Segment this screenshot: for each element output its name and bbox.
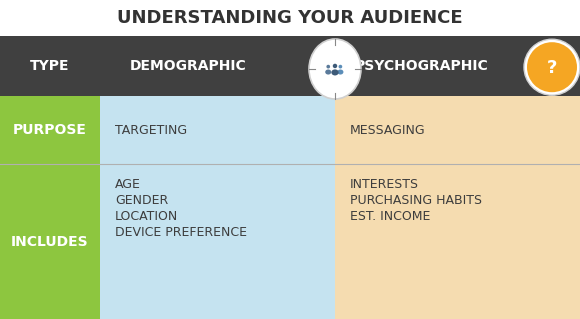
Text: DEVICE PREFERENCE: DEVICE PREFERENCE [115, 226, 247, 239]
Ellipse shape [309, 39, 361, 99]
Bar [0, 164, 100, 319]
Text: GENDER: GENDER [115, 194, 168, 206]
Text: TARGETING: TARGETING [115, 123, 187, 137]
Text: PURCHASING HABITS: PURCHASING HABITS [350, 194, 482, 206]
Bar [0, 36, 580, 96]
Text: UNDERSTANDING YOUR AUDIENCE: UNDERSTANDING YOUR AUDIENCE [117, 9, 463, 27]
Text: LOCATION: LOCATION [115, 210, 178, 222]
Ellipse shape [338, 70, 343, 75]
Bar [100, 96, 335, 164]
Text: EST. INCOME: EST. INCOME [350, 210, 430, 222]
Text: PURPOSE: PURPOSE [13, 123, 87, 137]
Circle shape [339, 65, 342, 69]
Bar [0, 96, 100, 164]
Text: PSYCHOGRAPHIC: PSYCHOGRAPHIC [355, 59, 489, 73]
Ellipse shape [325, 70, 331, 75]
Ellipse shape [331, 70, 339, 76]
Text: AGE: AGE [115, 177, 141, 190]
Text: DEMOGRAPHIC: DEMOGRAPHIC [130, 59, 246, 73]
Circle shape [327, 65, 330, 69]
Bar [100, 164, 335, 319]
Circle shape [524, 39, 580, 95]
Bar [335, 164, 580, 319]
Text: TYPE: TYPE [30, 59, 70, 73]
Text: ?: ? [547, 59, 557, 77]
Bar [335, 96, 580, 164]
Text: MESSAGING: MESSAGING [350, 123, 426, 137]
Text: INTERESTS: INTERESTS [350, 177, 419, 190]
Circle shape [333, 64, 337, 68]
Circle shape [527, 42, 577, 92]
Text: INCLUDES: INCLUDES [11, 234, 89, 249]
